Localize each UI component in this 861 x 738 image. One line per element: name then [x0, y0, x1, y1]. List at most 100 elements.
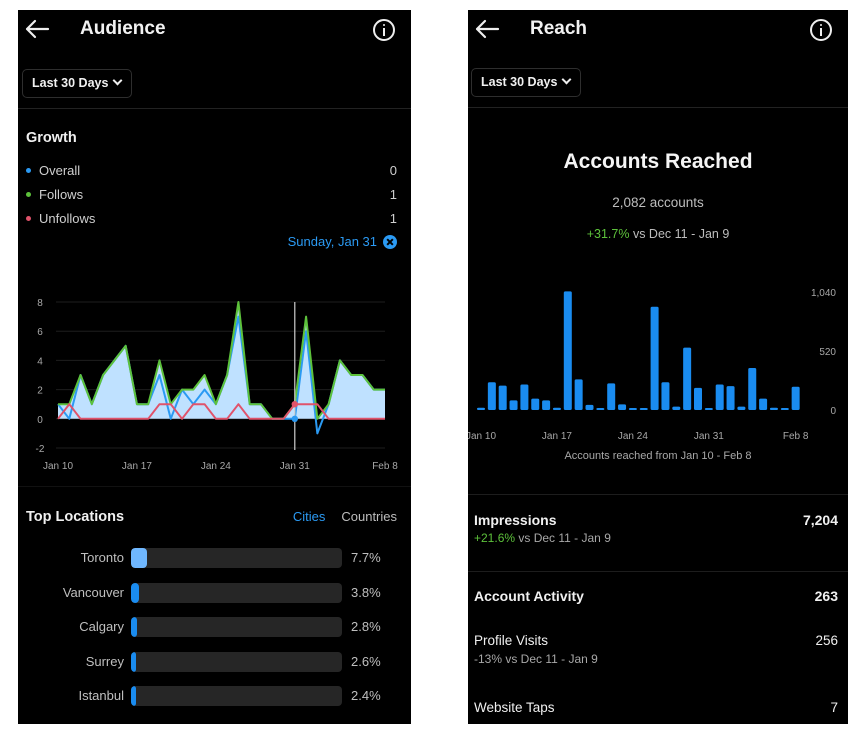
reach-bar[interactable]	[574, 379, 583, 410]
tab-cities[interactable]: Cities	[292, 509, 326, 524]
reach-bar[interactable]	[618, 404, 627, 410]
x-tick-label: Jan 31	[280, 461, 310, 470]
clear-date-icon[interactable]	[383, 234, 397, 249]
chevron-down-icon	[112, 75, 123, 86]
reach-bar[interactable]	[509, 400, 518, 410]
overall-dot-icon	[26, 168, 31, 173]
reach-bar[interactable]	[780, 408, 789, 410]
overall-marker	[291, 415, 298, 422]
divider	[468, 571, 848, 572]
y-tick-label: -2	[36, 444, 45, 455]
comparison-text: vs Dec 11 - Jan 9	[515, 531, 611, 545]
impressions-change: +21.6% vs Dec 11 - Jan 9	[474, 531, 611, 545]
profile-visits-label: Profile Visits	[474, 633, 549, 648]
reach-bar[interactable]	[661, 382, 670, 410]
reach-bar[interactable]	[477, 407, 485, 410]
reach-bar[interactable]	[672, 406, 681, 410]
impressions-value: 7,204	[802, 512, 838, 528]
legend-follows: Follows 1	[26, 187, 397, 203]
reach-bar[interactable]	[683, 347, 692, 410]
reach-bar[interactable]	[639, 408, 648, 410]
city-percent: 7.7%	[351, 550, 381, 565]
reach-bar[interactable]	[628, 408, 637, 410]
reach-bar[interactable]	[737, 406, 746, 410]
accounts-reached-title: Accounts Reached	[563, 150, 753, 173]
reach-bar[interactable]	[552, 407, 561, 410]
website-taps-value: 7	[830, 700, 838, 715]
reach-bar[interactable]	[585, 404, 594, 410]
reach-bar[interactable]	[520, 384, 529, 410]
reach-bar[interactable]	[769, 407, 778, 410]
location-bar-fill	[131, 686, 136, 706]
reach-bar[interactable]	[650, 306, 659, 410]
reach-bar[interactable]	[542, 400, 551, 410]
reach-bar-chart[interactable]: 1,040 520 0 Jan 10 Jan 17 Jan 24 Jan 31 Feb 8	[468, 270, 848, 440]
back-arrow-icon[interactable]	[474, 18, 500, 40]
city-percent: 3.8%	[351, 584, 381, 600]
website-taps-label: Website Taps	[474, 700, 555, 715]
follows-dot-icon	[26, 192, 31, 197]
reach-bar[interactable]	[748, 368, 757, 410]
city-name: Toronto	[80, 550, 124, 565]
legend-label: Follows	[39, 187, 84, 202]
chevron-down-icon	[561, 74, 572, 85]
x-tick-label: Jan 10	[468, 431, 496, 440]
tab-countries[interactable]: Countries	[341, 509, 397, 524]
reach-bar[interactable]	[704, 408, 713, 410]
x-tick-label: Jan 24	[618, 431, 648, 440]
reach-bar[interactable]	[694, 387, 702, 410]
accounts-reached-count: 2,082 accounts	[612, 195, 704, 210]
date-range-dropdown[interactable]: Last 30 Days	[471, 68, 582, 97]
growth-title: Growth	[26, 130, 77, 146]
accounts-reached-change: +31.7% vs Dec 11 - Jan 9	[468, 227, 848, 241]
reach-bar[interactable]	[531, 398, 540, 410]
profile-visits-value: 256	[815, 633, 838, 648]
reach-bar[interactable]	[791, 386, 800, 410]
chart-caption: Accounts reached from Jan 10 - Feb 8	[564, 450, 752, 462]
city-name: Vancouver	[62, 584, 124, 600]
reach-bar[interactable]	[498, 385, 507, 410]
city-percent: 2.6%	[351, 653, 381, 669]
follows-area	[58, 302, 385, 419]
reach-bar[interactable]	[715, 384, 724, 410]
comparison-text: vs Dec 11 - Jan 9	[629, 227, 730, 241]
y-tick-label: 0	[830, 406, 836, 417]
x-tick-label: Jan 10	[43, 461, 73, 470]
x-tick-label: Jan 31	[694, 431, 724, 440]
reach-bar[interactable]	[596, 408, 605, 410]
x-tick-label: Feb 8	[372, 461, 398, 470]
info-icon[interactable]	[373, 19, 395, 41]
legend-label: Unfollows	[39, 211, 96, 226]
x-tick-label: Feb 8	[783, 431, 809, 440]
y-tick-label: 4	[37, 356, 43, 367]
location-row: Calgary 2.8%	[18, 617, 411, 637]
location-bar-track	[131, 617, 342, 637]
location-row: Istanbul 2.4%	[18, 686, 411, 706]
x-tick-label: Jan 17	[542, 431, 572, 440]
reach-panel: Reach Last 30 Days Accounts Reached 2,08…	[468, 10, 848, 724]
divider	[18, 486, 411, 487]
growth-chart[interactable]: 8 6 4 2 0 -2 Jan 10 Jan 17 Jan 24 Jan 31 Feb 8	[18, 280, 411, 470]
info-icon[interactable]	[810, 19, 832, 41]
change-percent: +21.6%	[474, 531, 516, 545]
legend-value: 0	[389, 163, 397, 178]
legend-value: 1	[389, 187, 397, 202]
divider	[18, 108, 411, 109]
y-tick-label: 6	[37, 327, 43, 338]
location-bar-fill	[131, 651, 136, 672]
reach-bar[interactable]	[563, 291, 572, 410]
reach-bar[interactable]	[487, 382, 496, 410]
reach-bar[interactable]	[726, 386, 735, 410]
date-range-dropdown[interactable]: Last 30 Days	[22, 69, 133, 98]
x-tick-label: Jan 17	[122, 461, 152, 470]
reach-bar[interactable]	[607, 383, 616, 410]
city-percent: 2.4%	[351, 688, 381, 703]
account-activity-label: Account Activity	[474, 588, 584, 604]
city-name: Calgary	[79, 619, 124, 634]
divider	[468, 107, 848, 108]
location-bar-track	[131, 548, 342, 568]
divider	[468, 494, 848, 495]
selected-date-chip[interactable]: Sunday, Jan 31	[288, 234, 397, 249]
reach-bar[interactable]	[759, 398, 768, 410]
back-arrow-icon[interactable]	[24, 18, 50, 40]
